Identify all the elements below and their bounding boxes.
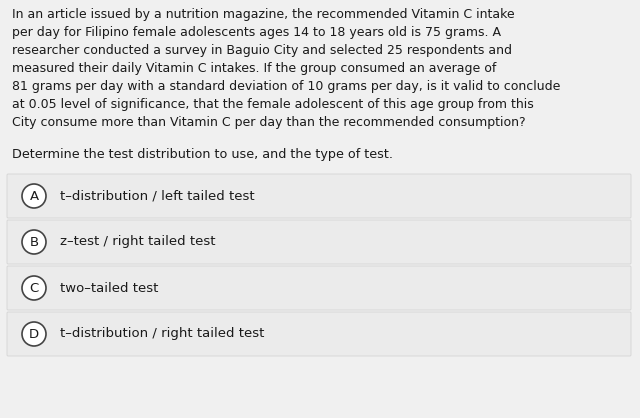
Text: Determine the test distribution to use, and the type of test.: Determine the test distribution to use, … [12,148,393,161]
Text: two–tailed test: two–tailed test [60,281,158,295]
Text: B: B [29,235,38,248]
Circle shape [22,184,46,208]
Text: D: D [29,327,39,341]
Text: In an article issued by a nutrition magazine, the recommended Vitamin C intake
p: In an article issued by a nutrition maga… [12,8,561,129]
Text: A: A [29,189,38,202]
Circle shape [22,230,46,254]
FancyBboxPatch shape [7,312,631,356]
Text: t–distribution / left tailed test: t–distribution / left tailed test [60,189,255,202]
Circle shape [22,322,46,346]
Text: z–test / right tailed test: z–test / right tailed test [60,235,216,248]
FancyBboxPatch shape [7,220,631,264]
Text: t–distribution / right tailed test: t–distribution / right tailed test [60,327,264,341]
Circle shape [22,276,46,300]
Text: C: C [29,281,38,295]
FancyBboxPatch shape [7,174,631,218]
FancyBboxPatch shape [7,266,631,310]
